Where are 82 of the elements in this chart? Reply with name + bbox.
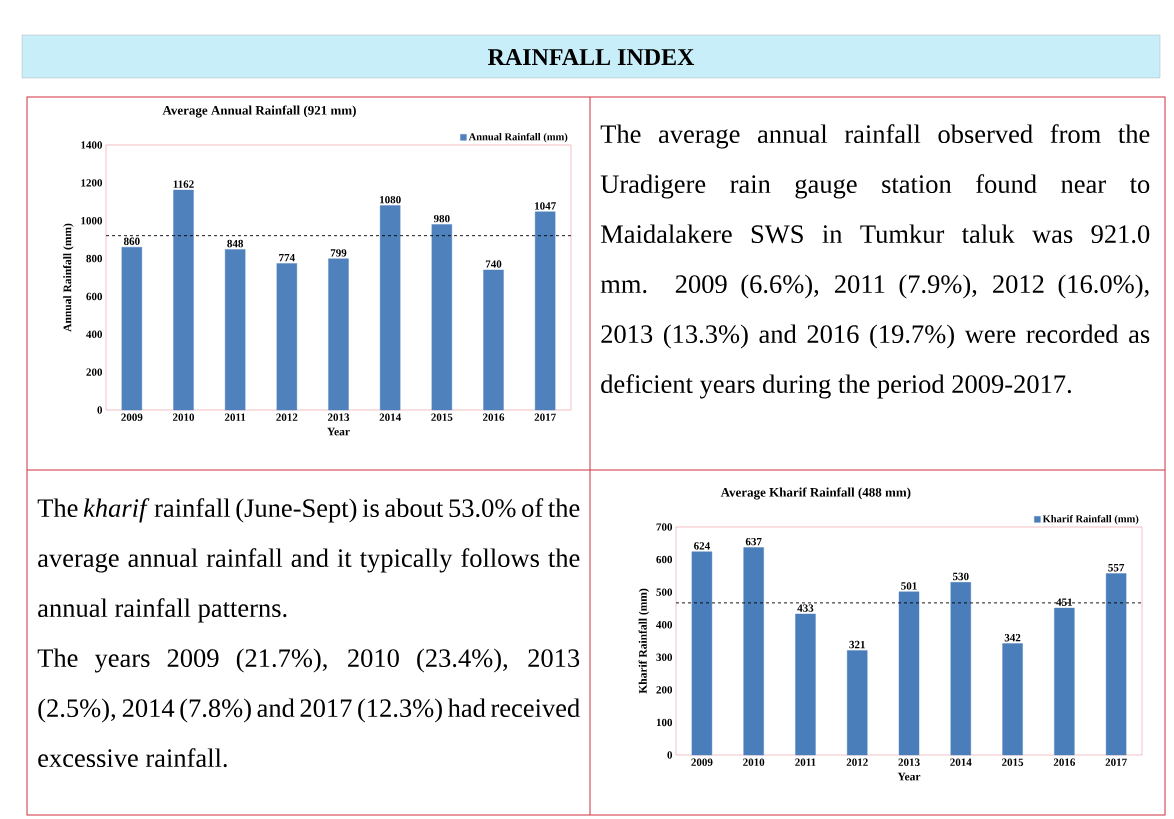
data-label: 1080 [380, 195, 401, 204]
x-tick-label: 2017 [1105, 758, 1127, 766]
y-tick-label: 200 [656, 686, 673, 694]
text: The years 2009 (21.7%), 2010 (23.4%), 2013 (2.5%), 2014 (7.8%) and 2017 (12.3%) had received excessive rainfall. [37, 648, 580, 768]
bar [173, 189, 194, 411]
x-axis-title: Year [327, 427, 350, 436]
data-label: 1162 [173, 180, 194, 188]
data-label: 740 [485, 260, 502, 268]
bar [743, 547, 764, 756]
x-tick-label: 2009 [691, 758, 713, 766]
bar [950, 582, 971, 756]
x-tick-label: 2014 [379, 413, 401, 421]
data-label: 530 [952, 572, 969, 581]
y-tick-label: 600 [86, 292, 103, 301]
y-tick-label: 1000 [81, 217, 103, 225]
text: RAINFALL INDEX [487, 49, 695, 65]
data-label: 848 [227, 239, 244, 248]
data-label: 637 [745, 537, 762, 546]
bar [431, 224, 453, 411]
y-tick-label: 500 [656, 588, 673, 596]
data-label: 799 [330, 249, 347, 257]
bar [1105, 573, 1127, 756]
chart-title: Average Kharif Rainfall (488 mm) [720, 487, 911, 500]
x-tick-label: 2015 [1002, 758, 1024, 766]
x-tick-label: 2010 [172, 413, 195, 421]
text: The average annual rainfall observed from the Uradigere rain gauge station found near to Maidalakere SWS in Tumkur taluk was 921.0 mm. 2009 (6.6%), 2011 (7.9%), 2012 (16.0%), 2013 (13.3%) and 2016 (19.7%) were recorded as deficient years during the period 2009-2017. [600, 124, 1150, 399]
bar [224, 249, 246, 411]
x-tick-label: 2013 [898, 758, 920, 766]
bar [1002, 643, 1023, 756]
y-tick-label: 400 [86, 330, 103, 338]
y-tick-label: 200 [86, 368, 103, 376]
y-tick-label: 800 [86, 254, 103, 263]
x-tick-label: 2011 [224, 413, 246, 421]
x-tick-label: 2016 [1053, 758, 1076, 766]
bar [276, 263, 298, 411]
y-tick-label: 1200 [81, 179, 103, 187]
x-tick-label: 2015 [431, 413, 453, 421]
y-tick-label: 400 [656, 621, 673, 629]
data-label: 1047 [535, 202, 556, 210]
legend-label: Kharif Rainfall (mm) [1042, 514, 1139, 525]
x-tick-label: 2009 [121, 413, 143, 421]
x-tick-label: 2010 [743, 758, 765, 766]
bar [1054, 607, 1075, 756]
bar [898, 591, 920, 756]
bar [483, 269, 504, 411]
y-axis-title: Kharif Rainfall (mm) [638, 588, 650, 694]
bar [328, 258, 349, 411]
data-label: 557 [1108, 564, 1125, 572]
y-tick-label: 100 [656, 718, 673, 727]
data-label: 624 [694, 542, 710, 550]
data-label: 451 [1056, 598, 1073, 606]
data-label: 433 [797, 604, 814, 612]
bar [121, 247, 143, 411]
chart-title: Average Annual Rainfall (921 mm) [162, 105, 356, 118]
y-tick-label: 700 [656, 523, 673, 531]
bar [795, 613, 816, 756]
x-tick-label: 2012 [276, 413, 298, 421]
y-tick-label: 1400 [81, 141, 103, 149]
x-tick-label: 2013 [327, 413, 350, 421]
data-label: 342 [1004, 634, 1021, 642]
x-tick-label: 2016 [482, 413, 505, 421]
y-tick-label: 600 [656, 555, 673, 564]
bar [691, 551, 713, 756]
x-tick-label: 2011 [795, 758, 816, 766]
y-tick-label: 300 [656, 653, 673, 661]
data-label: 321 [849, 640, 865, 649]
bar [847, 650, 868, 756]
data-label: 774 [279, 254, 295, 262]
text: The kharif rainfall (June-Sept) is about 53.0% of the average annual rainfall and it typically follows the annual rainfall patterns. [37, 498, 580, 623]
x-tick-label: 2012 [846, 758, 868, 766]
y-tick-label: 0 [667, 751, 673, 759]
legend-label: Annual Rainfall (mm) [468, 132, 568, 143]
data-label: 980 [433, 214, 450, 223]
x-tick-label: 2017 [534, 413, 556, 421]
x-axis-title: Year [897, 772, 921, 781]
data-label: 860 [123, 237, 140, 246]
bar [534, 211, 556, 411]
y-axis-title: Annual Rainfall (mm) [63, 223, 74, 332]
x-tick-label: 2014 [950, 758, 972, 766]
data-label: 501 [901, 582, 917, 590]
bar [379, 205, 401, 411]
y-tick-label: 0 [97, 406, 103, 414]
